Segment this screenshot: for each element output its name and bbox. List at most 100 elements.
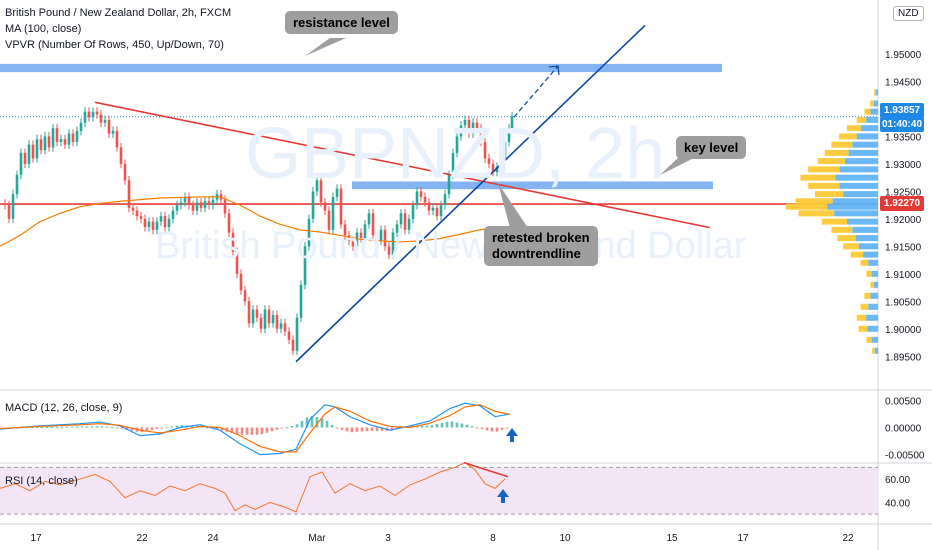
macd-histogram-bar <box>90 426 94 428</box>
projection-arrow-head <box>548 65 560 76</box>
candle-body <box>7 205 11 219</box>
candle-body <box>119 147 123 164</box>
macd-histogram-bar <box>190 425 194 428</box>
macd-histogram-bar <box>415 425 419 428</box>
candle-body <box>299 284 303 318</box>
vp-row-up <box>785 203 828 210</box>
macd-line <box>0 402 511 456</box>
macd-histogram-bar <box>500 427 504 430</box>
candle-body <box>183 196 187 203</box>
vpvr-indicator-label[interactable]: VPVR (Number Of Rows, 450, Up/Down, 70) <box>5 39 224 51</box>
candle-body <box>187 196 191 206</box>
vp-row-up <box>800 174 836 181</box>
currency-badge[interactable]: NZD <box>893 6 924 21</box>
key-level-callout: key level <box>676 136 747 159</box>
candle-body <box>391 232 395 255</box>
candle-body <box>127 180 131 208</box>
candle-body <box>151 221 155 230</box>
macd-histogram-bar <box>45 426 49 428</box>
vp-row-up <box>860 259 869 266</box>
vp-row-up <box>814 191 844 198</box>
macd-tick-label: 0.00500 <box>885 396 922 407</box>
macd-histogram-bar <box>345 427 349 432</box>
key-callout-pointer <box>660 156 694 175</box>
macd-histogram-bar <box>115 427 119 429</box>
candle-body <box>491 163 495 173</box>
watermark-name: British Pound / New Zealand Dollar <box>155 225 747 267</box>
time-tick-label: Mar <box>308 533 326 544</box>
ma-indicator-label[interactable]: MA (100, close) <box>5 23 82 35</box>
macd-histogram-bar <box>170 426 174 428</box>
candle-body <box>467 119 471 134</box>
macd-histogram-bar <box>300 420 304 428</box>
macd-histogram-bar <box>340 427 344 430</box>
macd-signal-line <box>0 404 511 453</box>
macd-histogram-bar <box>380 427 384 431</box>
macd-histogram-bar <box>480 427 484 429</box>
price-tick-label: 1.93000 <box>885 160 922 171</box>
symbol-title[interactable]: British Pound / New Zealand Dollar, 2h, … <box>5 7 232 19</box>
macd-histogram-bar <box>335 427 339 429</box>
candle-body <box>131 207 135 211</box>
macd-histogram-bar <box>365 427 369 432</box>
vp-row-down <box>866 116 878 123</box>
vp-row-down <box>835 174 878 181</box>
macd-histogram-bar <box>205 427 209 429</box>
vp-row-down <box>852 141 878 148</box>
macd-histogram-bar <box>305 417 309 428</box>
candle-body <box>71 133 75 142</box>
macd-histogram-bar <box>390 427 394 431</box>
resistance-callout-pointer <box>305 38 346 56</box>
time-tick-label: 15 <box>666 533 678 544</box>
macd-panel: 0.00500 0.00000 -0.00500 <box>0 396 925 462</box>
vp-row-up <box>821 218 848 225</box>
candle-body <box>443 194 447 206</box>
macd-histogram-bar <box>355 427 359 432</box>
candle-body <box>291 339 295 351</box>
candle-body <box>275 315 279 329</box>
projection-arrow-line <box>513 65 559 118</box>
candle-body <box>419 191 423 197</box>
vp-row-down <box>847 218 878 225</box>
candle-body <box>267 309 271 324</box>
candle-body <box>471 122 475 134</box>
price-tick-label: 1.93500 <box>885 132 922 143</box>
candle-body <box>367 213 371 225</box>
candle-body <box>507 128 511 142</box>
price-tick-label: 1.92000 <box>885 215 922 226</box>
candle-body <box>239 273 243 291</box>
candle-body <box>207 201 211 206</box>
price-tick-label: 1.92500 <box>885 187 922 198</box>
time-tick-label: 17 <box>737 533 749 544</box>
candle-body <box>147 221 151 228</box>
retest-callout-line1: retested broken <box>492 230 590 245</box>
price-tick-label: 1.90500 <box>885 297 922 308</box>
candle-body <box>371 213 375 236</box>
candle-body <box>503 141 507 159</box>
macd-histogram-bar <box>370 427 374 431</box>
vp-row-down <box>858 243 878 250</box>
macd-indicator-label[interactable]: MACD (12, 26, close, 9) <box>5 402 123 414</box>
level-price-tag: 1.92270 <box>880 196 924 211</box>
candle-body <box>375 235 379 241</box>
macd-histogram-bar <box>70 426 74 428</box>
resistance-level-callout: resistance level <box>285 11 398 34</box>
candle-body <box>351 240 355 247</box>
candle-body <box>295 317 299 351</box>
candle-body <box>27 144 31 164</box>
vp-row-down <box>855 235 878 242</box>
vp-row-down <box>863 251 878 258</box>
candle-body <box>399 213 403 225</box>
candle-body <box>339 188 343 225</box>
vp-row-down <box>839 166 878 173</box>
candle-body <box>451 152 455 175</box>
candle-body <box>231 232 235 252</box>
candle-body <box>175 205 179 211</box>
candle-body <box>227 213 231 233</box>
time-tick-label: 17 <box>30 533 42 544</box>
candle-body <box>255 309 259 318</box>
macd-histogram-bar <box>460 423 464 428</box>
rsi-indicator-label[interactable]: RSI (14, close) <box>5 475 78 487</box>
macd-histogram-bar <box>215 427 219 430</box>
vp-row-down <box>848 149 878 156</box>
